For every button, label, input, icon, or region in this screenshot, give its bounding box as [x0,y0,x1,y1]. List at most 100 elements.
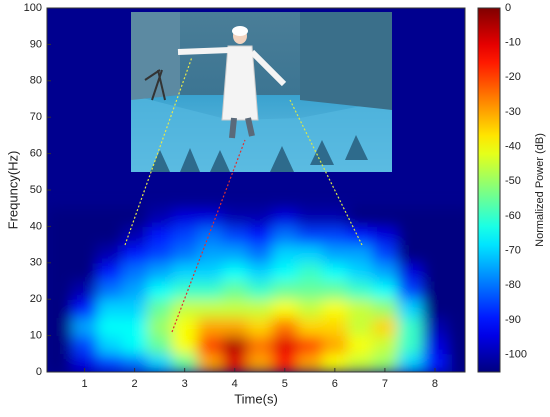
y-tick-label: 10 [30,330,42,342]
heatmap-cell [347,281,373,300]
heatmap-cell [422,299,448,318]
heatmap-cell [122,353,148,372]
y-axis-label: Frequncy(Hz) [5,151,20,230]
heatmap-cell [247,244,273,264]
heatmap-cell [222,244,248,264]
heatmap-cell [422,262,448,282]
colorbar-label: Normalized Power (dB) [534,133,546,247]
y-tick-label: 0 [36,366,42,378]
heatmap-cell [397,244,423,264]
heatmap-cell [97,226,123,246]
heatmap-cell [422,353,448,372]
heatmap-cell [272,317,298,337]
y-tick-label: 90 [30,38,42,50]
heatmap-cell [297,244,323,264]
heatmap [47,208,465,372]
x-tick-label: 4 [232,378,238,390]
heatmap-cell [122,244,148,264]
colorbar-tick-label: -60 [505,210,521,222]
heatmap-cell [197,335,223,355]
heatmap-cell [197,353,223,372]
heatmap-cell [347,226,373,246]
heatmap-cell [422,317,448,337]
heatmap-cell [272,244,298,264]
heatmap-cell [97,353,123,372]
heatmap-cell [397,353,423,372]
heatmap-cell [272,226,298,246]
heatmap-cell [147,226,173,246]
heatmap-cell [447,317,465,337]
heatmap-cell [372,335,398,355]
heatmap-cell [447,208,465,227]
heatmap-cell [222,353,248,372]
heatmap-cell [347,335,373,355]
heatmap-cell [197,299,223,318]
heatmap-cell [197,244,223,264]
heatmap-cell [372,353,398,372]
heatmap-cell [47,317,73,337]
heatmap-cell [322,281,348,300]
heatmap-cell [72,281,98,300]
y-tick-label: 50 [30,184,42,196]
heatmap-cell [347,353,373,372]
colorbar-tick-label: -90 [505,314,521,326]
heatmap-cell [47,335,73,355]
heatmap-cell [222,208,248,227]
heatmap-cell [222,335,248,355]
heatmap-cell [147,317,173,337]
heatmap-cell [397,208,423,227]
heatmap-cell [72,226,98,246]
heatmap-cell [297,226,323,246]
heatmap-cell [97,262,123,282]
heatmap-cell [347,299,373,318]
heatmap-cell [272,262,298,282]
y-tick-label: 100 [24,2,42,14]
heatmap-cell [122,299,148,318]
x-tick-label: 1 [81,378,87,390]
colorbar-tick-label: -40 [505,141,521,153]
heatmap-cell [172,226,198,246]
colorbar-tick-label: -100 [505,349,527,361]
heatmap-cell [172,335,198,355]
heatmap-cell [447,262,465,282]
photo-inset [131,12,392,172]
y-tick-label: 60 [30,148,42,160]
heatmap-cell [447,226,465,246]
y-tick-label: 20 [30,293,42,305]
heatmap-cell [397,226,423,246]
heatmap-cell [197,208,223,227]
heatmap-cell [322,262,348,282]
heatmap-cell [322,244,348,264]
heatmap-cell [222,299,248,318]
heatmap-cell [97,299,123,318]
heatmap-cell [422,281,448,300]
heatmap-cell [397,335,423,355]
heatmap-cell [322,353,348,372]
heatmap-cell [372,281,398,300]
x-tick-label: 8 [432,378,438,390]
heatmap-cell [422,244,448,264]
heatmap-cell [397,317,423,337]
y-tick-label: 30 [30,257,42,269]
heatmap-cell [97,208,123,227]
colorbar-tick-label: 0 [505,2,511,14]
x-tick-label: 6 [332,378,338,390]
heatmap-cell [447,353,465,372]
heatmap-cell [322,317,348,337]
heatmap-cell [72,262,98,282]
heatmap-cell [297,317,323,337]
heatmap-cell [197,317,223,337]
heatmap-cell [397,262,423,282]
heatmap-cell [47,208,73,227]
heatmap-cell [247,299,273,318]
heatmap-cell [147,208,173,227]
heatmap-cell [172,317,198,337]
heatmap-cell [372,317,398,337]
heatmap-cell [222,226,248,246]
colorbar-tick-label: -30 [505,106,521,118]
colorbar [477,7,501,373]
heatmap-cell [72,208,98,227]
y-tick-label: 70 [30,111,42,123]
heatmap-cell [297,262,323,282]
